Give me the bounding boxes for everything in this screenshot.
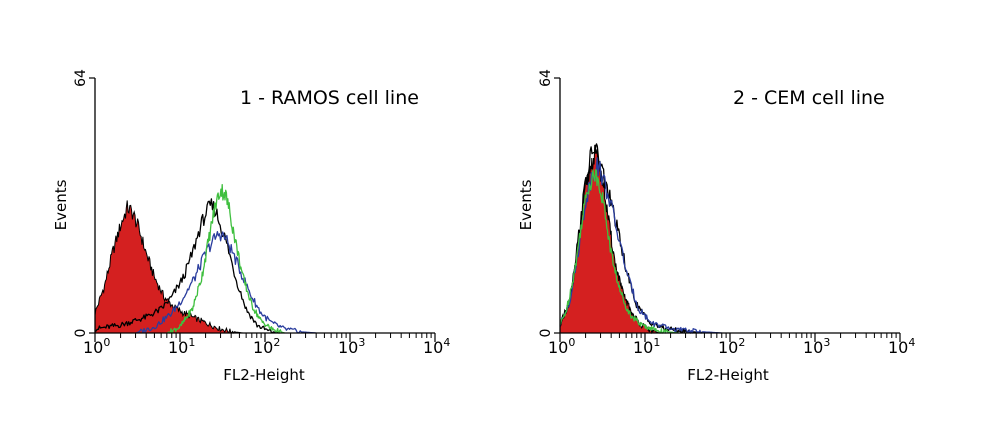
x-tick-exponent: 2 — [273, 336, 280, 349]
panel-cem-y-tick-label: 64 — [538, 69, 554, 87]
x-tick-exponent: 1 — [653, 336, 660, 349]
panel-cem-x-tick-label: 101 — [633, 336, 660, 357]
panel-ramos-x-tick-label: 103 — [338, 336, 365, 357]
panel-cem-series-blue — [559, 157, 722, 334]
panel-ramos-y-tick-label: 64 — [73, 69, 89, 87]
panel-ramos-series-black — [94, 198, 281, 334]
panel-ramos-x-tick-label: 100 — [83, 336, 110, 357]
x-tick-exponent: 2 — [738, 336, 745, 349]
panel-ramos-x-tick-label: 102 — [253, 336, 280, 357]
panel-ramos-y-tick-label: 0 — [73, 329, 89, 338]
panel-ramos-title: 1 - RAMOS cell line — [240, 87, 419, 109]
x-tick-base: 10 — [803, 338, 823, 357]
x-tick-exponent: 4 — [908, 336, 915, 349]
panel-ramos-series — [94, 184, 317, 334]
panel-ramos-series-green — [166, 184, 285, 334]
panel-cem-title: 2 - CEM cell line — [733, 87, 885, 109]
x-tick-base: 10 — [888, 338, 908, 357]
panel-cem-x-tick-label: 102 — [718, 336, 745, 357]
panel-cem-y-label: Events — [517, 179, 535, 230]
x-tick-exponent: 1 — [188, 336, 195, 349]
panel-ramos-y-label: Events — [52, 179, 70, 230]
x-tick-exponent: 3 — [823, 336, 830, 349]
x-tick-base: 10 — [338, 338, 358, 357]
x-tick-base: 10 — [633, 338, 653, 357]
x-tick-base: 10 — [253, 338, 273, 357]
panel-ramos-x-tick-label: 104 — [423, 336, 450, 357]
x-tick-exponent: 0 — [103, 336, 110, 349]
panel-ramos-x-tick-label: 101 — [168, 336, 195, 357]
panel-cem-x-tick-label: 104 — [888, 336, 915, 357]
x-tick-base: 10 — [718, 338, 738, 357]
x-tick-base: 10 — [423, 338, 443, 357]
panel-cem-x-label: FL2-Height — [687, 366, 769, 384]
panel-cem-x-tick-label: 103 — [803, 336, 830, 357]
panel-cem-x-tick-label: 100 — [548, 336, 575, 357]
x-tick-exponent: 3 — [358, 336, 365, 349]
panel-cem-series — [559, 143, 722, 335]
x-tick-exponent: 4 — [443, 336, 450, 349]
x-tick-base: 10 — [168, 338, 188, 357]
panel-ramos-x-label: FL2-Height — [223, 366, 305, 384]
x-tick-base: 10 — [548, 338, 568, 357]
panel-ramos-series-blue — [135, 230, 317, 334]
x-tick-base: 10 — [83, 338, 103, 357]
x-tick-exponent: 0 — [568, 336, 575, 349]
panel-cem-series-black — [559, 143, 712, 334]
panel-cem-series-green — [559, 169, 679, 334]
panel-cem-y-tick-label: 0 — [538, 329, 554, 338]
